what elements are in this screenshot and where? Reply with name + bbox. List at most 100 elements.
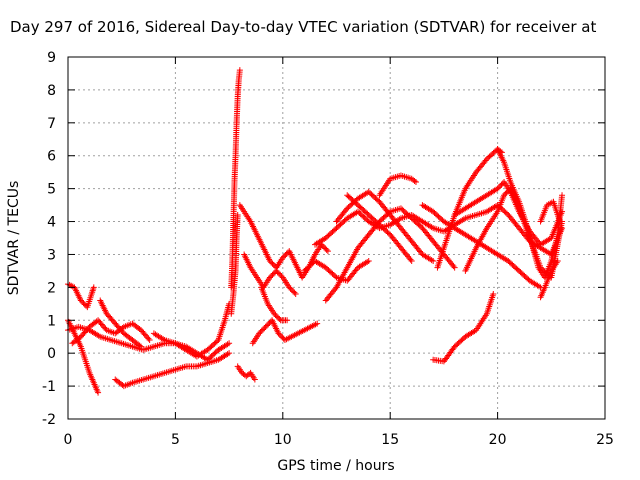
- data-point: [418, 223, 425, 230]
- data-point: [554, 258, 561, 265]
- data-point: [145, 335, 152, 342]
- data-point: [276, 315, 283, 322]
- data-point: [272, 312, 279, 319]
- data-point: [270, 270, 277, 277]
- data-point: [319, 242, 326, 249]
- chart-title: Day 297 of 2016, Sidereal Day-to-day VTE…: [10, 18, 596, 36]
- data-point: [324, 248, 331, 255]
- data-point: [490, 290, 497, 297]
- plot-frame: [67, 56, 606, 420]
- data-point: [246, 371, 253, 378]
- data-point: [451, 264, 458, 271]
- data-point: [556, 218, 563, 225]
- data-point: [85, 325, 92, 332]
- data-point: [411, 177, 418, 184]
- data-point: [271, 310, 278, 317]
- data-point: [80, 300, 87, 307]
- data-point: [495, 184, 502, 191]
- y-tick-label: 2: [47, 280, 56, 296]
- y-tick-label: 5: [47, 182, 56, 198]
- data-point: [343, 206, 350, 213]
- data-point: [284, 317, 291, 324]
- data-point: [287, 285, 294, 292]
- data-point: [79, 298, 86, 305]
- data-point: [314, 320, 321, 327]
- data-point: [321, 244, 328, 251]
- data-point: [323, 246, 330, 253]
- data-point: [276, 331, 283, 338]
- data-point: [256, 330, 263, 337]
- x-tick-label: 25: [596, 432, 614, 448]
- data-point: [283, 250, 290, 257]
- data-point: [322, 245, 329, 252]
- data-point: [273, 313, 280, 320]
- data-point: [146, 337, 153, 344]
- data-point: [497, 183, 504, 190]
- data-point: [281, 253, 288, 260]
- data-point: [286, 284, 293, 291]
- y-tick-label: -1: [42, 379, 56, 395]
- data-points: [65, 67, 566, 396]
- data-point: [290, 288, 297, 295]
- data-point: [503, 189, 510, 196]
- data-point: [275, 330, 282, 337]
- y-tick-label: 9: [47, 50, 56, 66]
- data-point: [136, 326, 143, 333]
- data-point: [261, 325, 268, 332]
- data-point: [494, 185, 501, 192]
- data-point: [279, 334, 286, 341]
- x-tick-label: 10: [274, 432, 292, 448]
- data-point: [482, 157, 489, 164]
- data-point: [385, 230, 392, 237]
- data-point: [332, 273, 339, 280]
- data-point: [119, 329, 126, 336]
- data-point: [226, 340, 233, 347]
- data-point: [288, 286, 295, 293]
- data-point: [95, 389, 102, 396]
- x-tick-label: 15: [381, 432, 399, 448]
- data-point: [257, 329, 264, 336]
- data-point: [498, 181, 505, 188]
- data-point: [291, 289, 298, 296]
- data-point: [77, 297, 84, 304]
- data-point: [279, 254, 286, 261]
- data-point: [268, 259, 275, 266]
- data-point: [266, 258, 273, 265]
- data-point: [559, 192, 566, 199]
- data-point: [375, 197, 382, 204]
- data-point: [260, 326, 267, 333]
- y-tick-label: -2: [42, 412, 56, 428]
- data-point: [268, 273, 275, 280]
- data-point: [263, 322, 270, 329]
- data-point: [365, 258, 372, 265]
- data-point: [504, 188, 511, 195]
- data-point: [265, 321, 272, 328]
- data-point: [226, 350, 233, 357]
- data-point: [234, 211, 241, 218]
- x-tick-label: 5: [171, 432, 180, 448]
- data-point: [503, 210, 510, 217]
- y-tick-label: 1: [47, 313, 56, 329]
- data-point: [430, 258, 437, 265]
- data-point: [262, 323, 269, 330]
- data-point: [214, 338, 221, 345]
- y-tick-label: 6: [47, 149, 56, 165]
- data-point: [282, 252, 289, 259]
- y-tick-labels: -2 -1 0 1 2 3 4 5 6 7 8 9: [42, 50, 56, 428]
- data-point: [136, 342, 143, 349]
- data-point: [266, 319, 273, 326]
- axis-ticks: [67, 56, 606, 420]
- y-tick-label: 4: [47, 215, 56, 231]
- data-point: [269, 260, 276, 267]
- y-axis-title: SDTVAR / TECUs: [6, 181, 22, 296]
- x-tick-labels: 0 5 10 15 20 25: [64, 432, 614, 448]
- data-point: [408, 258, 415, 265]
- y-tick-label: 7: [47, 116, 56, 132]
- y-tick-label: 8: [47, 83, 56, 99]
- data-point: [332, 285, 339, 292]
- x-tick-label: 0: [64, 432, 73, 448]
- data-point: [292, 290, 299, 297]
- data-point: [273, 267, 280, 274]
- data-point: [236, 67, 243, 74]
- data-point: [274, 269, 281, 276]
